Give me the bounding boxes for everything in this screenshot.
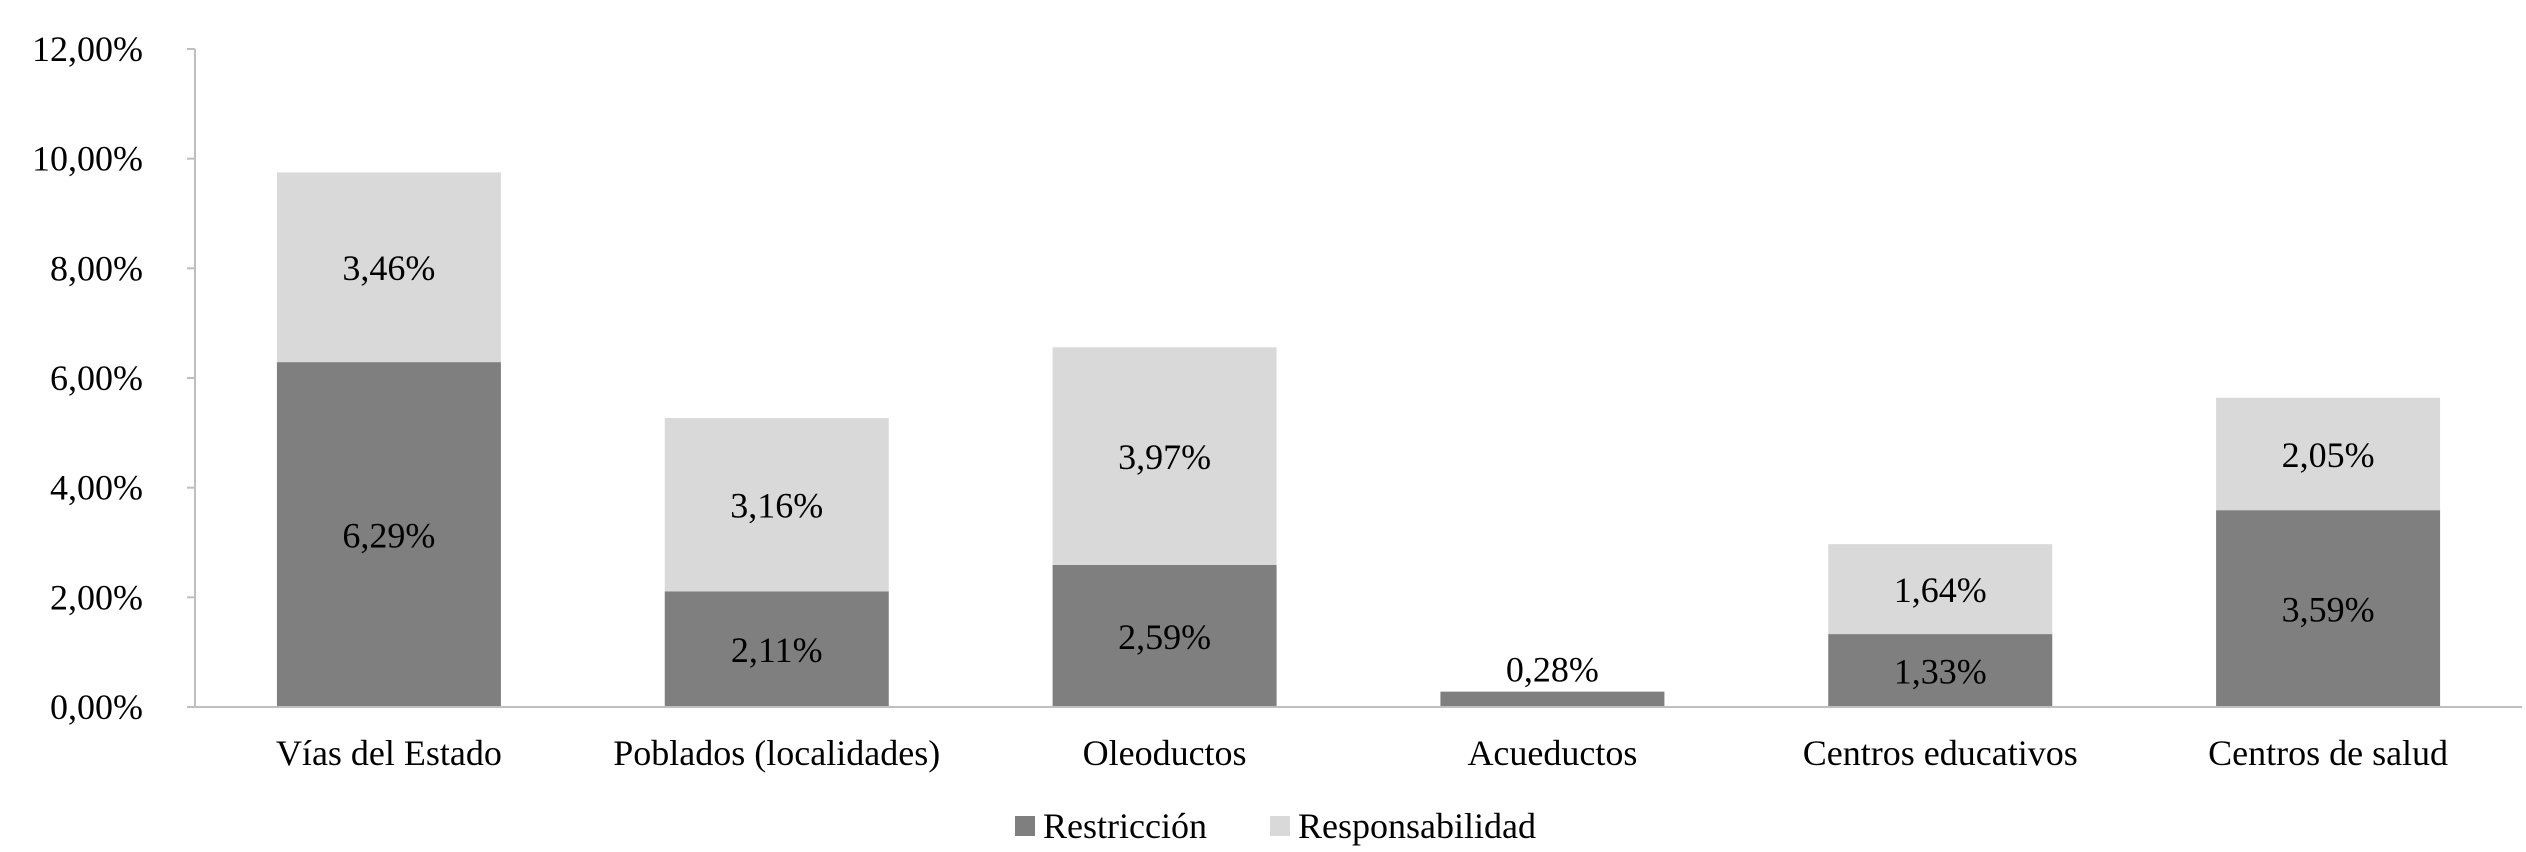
x-category-label: Vías del Estado — [276, 733, 502, 773]
bars — [276, 172, 2441, 707]
x-category-label: Acueductos — [1467, 733, 1637, 773]
data-label: 2,05% — [2282, 435, 2375, 475]
data-label: 0,28% — [1506, 650, 1599, 690]
legend-swatch-responsabilidad — [1270, 816, 1290, 836]
data-label: 2,11% — [731, 630, 823, 670]
bar-segment-responsabilidad — [1828, 544, 2053, 635]
y-axis-ticks: 0,00% 2,00% 4,00% 6,00% 8,00% 10,00% 12,00% — [32, 29, 195, 727]
data-label: 6,29% — [342, 516, 435, 556]
bar-segment-restriccion — [1052, 564, 1277, 707]
data-labels: 6,29% 3,46% 2,11% 3,16% 2,59% 3,97% 0,28% 1,33%… — [342, 248, 2374, 691]
x-category-label: Centros educativos — [1803, 733, 2078, 773]
y-tick-label: 6,00% — [50, 358, 143, 398]
y-tick-label: 2,00% — [50, 577, 143, 617]
bar-segment-responsabilidad — [1052, 347, 1277, 565]
bar-segment-responsabilidad — [664, 418, 889, 592]
bar-segment-restriccion — [664, 591, 889, 707]
x-category-label: Centros de salud — [2208, 733, 2448, 773]
bar-segment-responsabilidad — [2216, 397, 2441, 511]
bar-segment-restriccion — [276, 362, 501, 707]
bar-segment-responsabilidad — [276, 172, 501, 363]
legend-label: Restricción — [1043, 806, 1207, 846]
legend-swatch-restriccion — [1015, 816, 1035, 836]
legend: Restricción Responsabilidad — [1015, 806, 1536, 846]
data-label: 3,59% — [2282, 590, 2375, 630]
y-tick-label: 10,00% — [32, 139, 143, 179]
y-tick-label: 4,00% — [50, 468, 143, 508]
x-category-label: Oleoductos — [1083, 733, 1247, 773]
category-labels: Vías del Estado Poblados (localidades) Ole… — [276, 733, 2448, 773]
bar-segment-restriccion — [2216, 510, 2441, 707]
data-label: 3,97% — [1118, 437, 1211, 477]
legend-label: Responsabilidad — [1298, 806, 1536, 846]
data-label: 1,64% — [1894, 570, 1987, 610]
data-label: 3,16% — [730, 486, 823, 526]
bar-segment-restriccion — [1828, 634, 2053, 707]
data-label: 3,46% — [342, 248, 435, 288]
bar-segment-restriccion — [1440, 691, 1665, 707]
x-category-label: Poblados (localidades) — [613, 733, 940, 773]
data-label: 1,33% — [1894, 652, 1987, 692]
y-tick-label: 8,00% — [50, 248, 143, 288]
y-tick-label: 0,00% — [50, 687, 143, 727]
data-label: 2,59% — [1118, 617, 1211, 657]
y-tick-label: 12,00% — [32, 29, 143, 69]
